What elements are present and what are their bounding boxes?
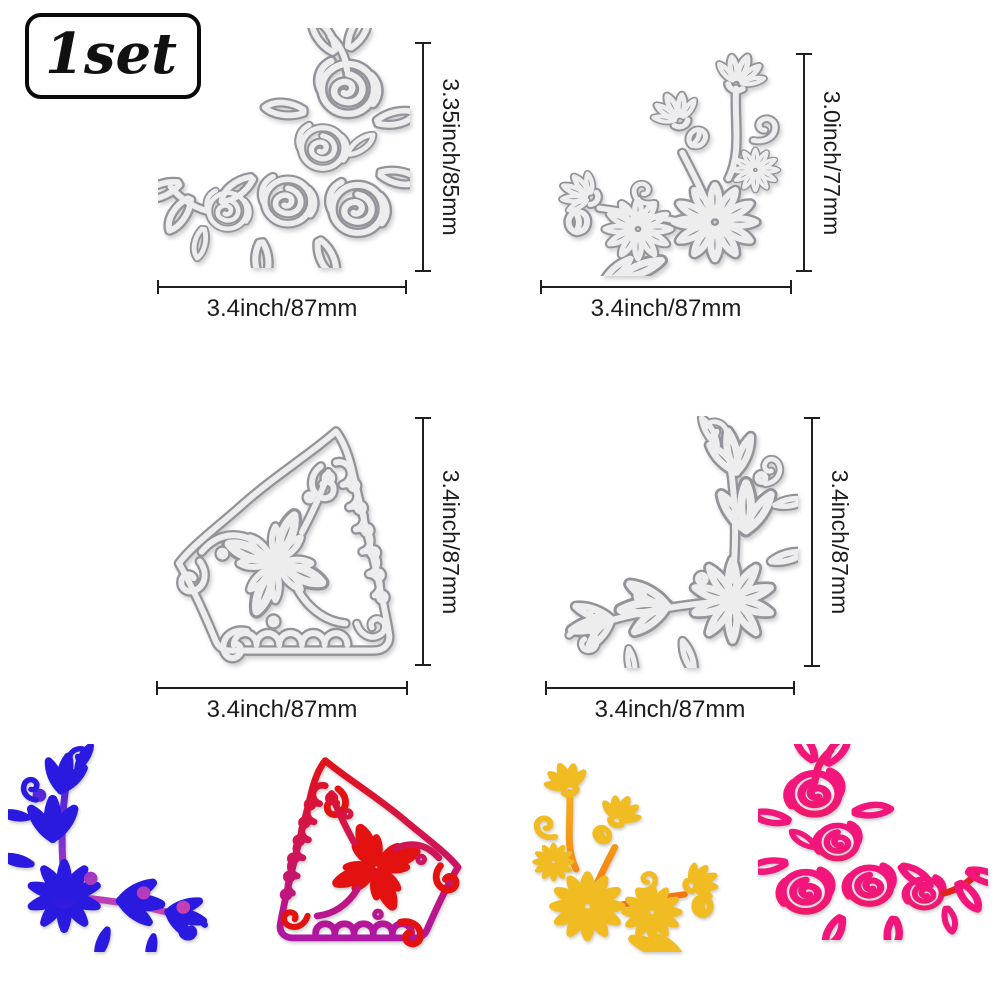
dimension-line bbox=[811, 419, 813, 665]
dimension-line bbox=[422, 419, 424, 664]
set-count-text: 1set bbox=[45, 21, 177, 87]
width-dimension-label: 3.4inch/87mm bbox=[594, 696, 746, 723]
metal-die-lace-corner bbox=[160, 416, 406, 668]
cutout-example-red-purple-lace-corner bbox=[266, 748, 474, 952]
dimension-line bbox=[542, 286, 790, 288]
height-dimension-leaf-die: 3.4inch/87mm bbox=[804, 417, 853, 667]
metal-die-leaf-corner bbox=[548, 416, 798, 668]
metal-die-daisy-corner bbox=[538, 50, 788, 276]
width-dimension-leaf-die: 3.4inch/87mm bbox=[545, 681, 795, 723]
set-count-badge: 1set bbox=[25, 13, 201, 99]
dimension-line bbox=[422, 44, 424, 270]
cutout-example-orange-daisy-corner bbox=[526, 760, 736, 952]
width-dimension-label: 3.4inch/87mm bbox=[206, 696, 358, 723]
width-dimension-rose-die: 3.4inch/87mm bbox=[157, 280, 407, 322]
dimension-line bbox=[547, 687, 793, 689]
width-dimension-lace-die: 3.4inch/87mm bbox=[156, 681, 408, 723]
height-dimension-daisy-die: 3.0inch/77mm bbox=[796, 53, 845, 272]
dimension-line bbox=[803, 55, 805, 270]
height-dimension-label: 3.35inch/85mm bbox=[438, 78, 464, 236]
height-dimension-label: 3.4inch/87mm bbox=[438, 469, 464, 614]
width-dimension-daisy-die: 3.4inch/87mm bbox=[540, 280, 792, 322]
height-dimension-rose-die: 3.35inch/85mm bbox=[415, 42, 464, 272]
dimension-line bbox=[158, 687, 406, 689]
cutout-example-purple-leaf-corner bbox=[8, 744, 223, 952]
width-dimension-label: 3.4inch/87mm bbox=[590, 295, 742, 322]
metal-die-rose-corner bbox=[158, 28, 410, 268]
height-dimension-label: 3.0inch/77mm bbox=[819, 90, 845, 235]
dimension-line bbox=[159, 286, 405, 288]
height-dimension-label: 3.4inch/87mm bbox=[827, 469, 853, 615]
width-dimension-label: 3.4inch/87mm bbox=[206, 295, 358, 322]
height-dimension-lace-die: 3.4inch/87mm bbox=[415, 417, 464, 666]
cutout-example-red-rose-corner bbox=[758, 744, 988, 940]
